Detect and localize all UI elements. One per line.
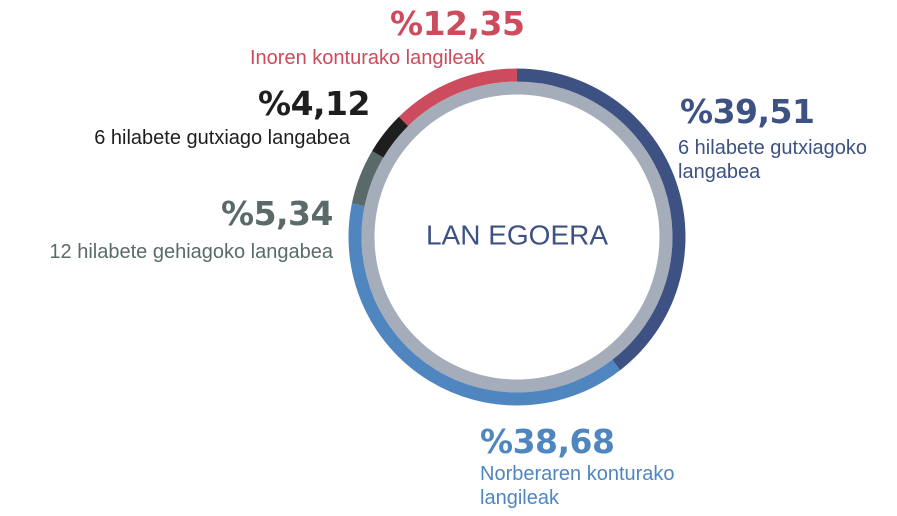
category-label: Inoren konturako langileak	[250, 47, 485, 69]
chart-title: LAN EGOERA	[426, 219, 608, 250]
donut-segment	[398, 68, 518, 127]
donut-segment	[348, 203, 621, 406]
category-label: 12 hilabete gehiagoko langabea	[49, 241, 333, 263]
value-label: %5,34	[221, 194, 334, 233]
value-label: %4,12	[258, 84, 371, 123]
value-label: %12,35	[390, 4, 525, 43]
category-label: 6 hilabete gutxiagoko langabea	[678, 137, 868, 183]
value-label: %39,51	[680, 92, 815, 131]
donut-segment	[516, 68, 686, 371]
value-label: %38,68	[480, 422, 615, 461]
donut-segment	[372, 116, 409, 158]
category-label: 6 hilabete gutxiago langabea	[94, 127, 350, 149]
donut-segment	[351, 150, 384, 207]
inner-ring	[361, 81, 673, 393]
category-label: Norberaren konturako langileak	[480, 463, 675, 509]
